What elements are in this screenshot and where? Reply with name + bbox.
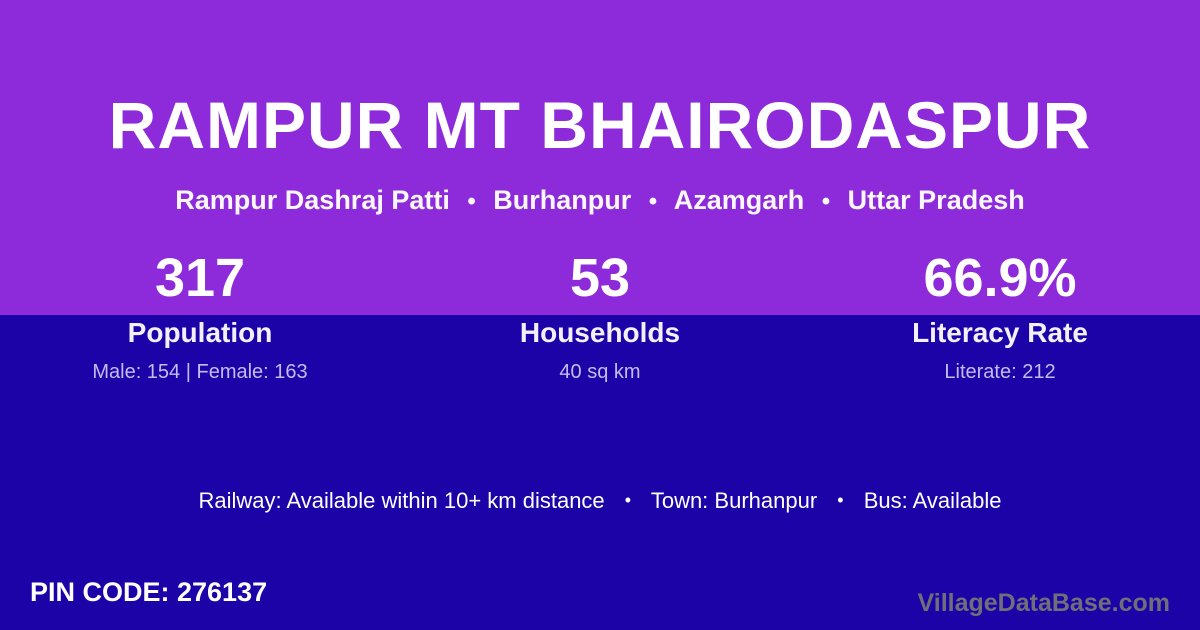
households-value: 53 xyxy=(569,248,631,308)
bullet-separator: • xyxy=(467,188,476,215)
population-value: 317 xyxy=(154,248,246,308)
bullet-separator: • xyxy=(648,188,658,215)
literate-count: Literate: 212 xyxy=(944,361,1056,383)
site-watermark: VillageDataBase.com xyxy=(917,589,1170,617)
literacy-label: Literacy Rate xyxy=(912,317,1088,348)
railway-status: Railway: Available within 10+ km distanc… xyxy=(198,488,605,513)
stat-population: 317 Population Male: 154 | Female: 163 xyxy=(0,249,400,384)
breadcrumb: Rampur Dashraj Patti • Burhanpur • Azamg… xyxy=(0,183,1200,219)
stats-row: 317 Population Male: 154 | Female: 163 5… xyxy=(0,249,1200,384)
literacy-value: 66.9% xyxy=(923,248,1077,308)
population-label: Population xyxy=(127,317,273,348)
amenities-line: Railway: Available within 10+ km distanc… xyxy=(0,487,1200,514)
page-title: RAMPUR MT BHAIRODASPUR xyxy=(108,88,1092,162)
bullet-separator: • xyxy=(624,490,632,510)
population-breakdown: Male: 154 | Female: 163 xyxy=(92,361,308,383)
stat-literacy: 66.9% Literacy Rate Literate: 212 xyxy=(800,249,1200,384)
stat-households: 53 Households 40 sq km xyxy=(400,249,800,384)
town-status: Town: Burhanpur xyxy=(650,488,818,513)
area-value: 40 sq km xyxy=(559,361,641,383)
bus-status: Bus: Available xyxy=(863,488,1002,513)
households-label: Households xyxy=(519,317,681,348)
breadcrumb-item-district: Azamgarh xyxy=(673,185,805,215)
pin-code: PIN CODE: 276137 xyxy=(30,577,268,607)
bullet-separator: • xyxy=(837,490,844,510)
breadcrumb-item-block: Burhanpur xyxy=(493,185,632,215)
bullet-separator: • xyxy=(821,188,831,215)
breadcrumb-item-state: Uttar Pradesh xyxy=(847,185,1025,215)
breadcrumb-item-patti: Rampur Dashraj Patti xyxy=(175,185,450,215)
